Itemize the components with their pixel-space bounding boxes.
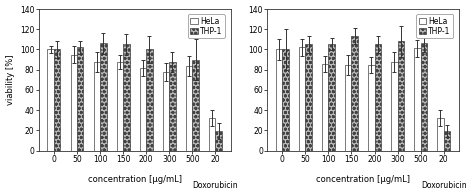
Bar [305,44,312,151]
Bar [140,68,146,151]
Bar [276,49,283,151]
Bar [444,131,450,151]
Bar [345,65,351,151]
Bar [163,72,169,151]
Text: A: A [208,16,217,29]
Bar [192,60,199,151]
Bar [391,62,398,151]
Bar [186,66,192,151]
Bar [100,43,107,151]
Bar [368,65,374,151]
Text: Doxorubicin: Doxorubicin [192,181,238,190]
Bar [398,41,404,151]
Bar [146,49,153,151]
Legend: HeLa, THP-1: HeLa, THP-1 [416,14,453,38]
Bar [322,64,328,151]
Bar [414,48,420,151]
X-axis label: concentration [µg/mL]: concentration [µg/mL] [88,175,182,184]
Bar [374,44,381,151]
Bar [93,62,100,151]
Legend: HeLa, THP-1: HeLa, THP-1 [188,14,225,38]
Bar [328,44,335,151]
Y-axis label: viability [%]: viability [%] [6,55,15,105]
Bar [209,118,215,151]
Text: B: B [436,16,445,29]
X-axis label: concentration [µg/mL]: concentration [µg/mL] [316,175,410,184]
Bar [420,43,427,151]
Bar [437,118,444,151]
Bar [47,49,54,151]
Bar [77,47,83,151]
Bar [123,44,129,151]
Bar [283,49,289,151]
Bar [117,62,123,151]
Text: Doxorubicin: Doxorubicin [421,181,466,190]
Bar [169,62,176,151]
Bar [54,49,60,151]
Bar [71,55,77,151]
Bar [215,131,222,151]
Bar [299,47,305,151]
Bar [351,36,358,151]
